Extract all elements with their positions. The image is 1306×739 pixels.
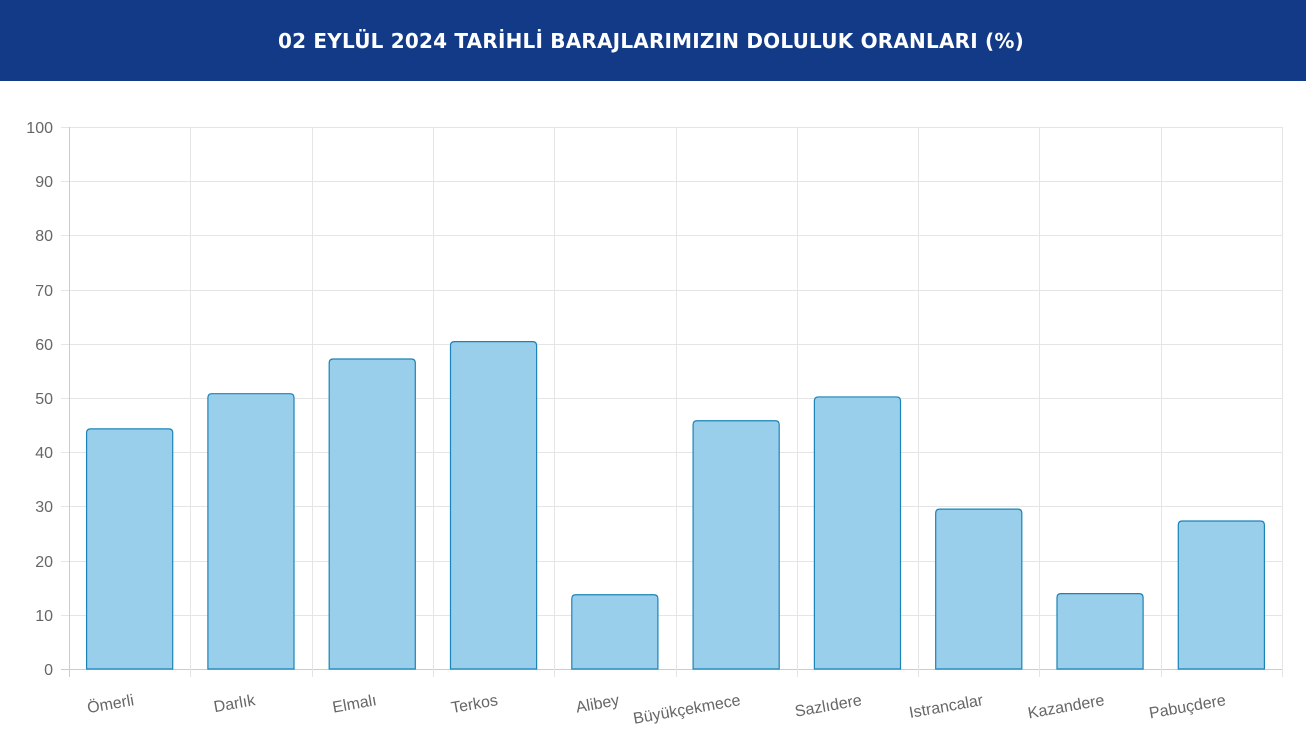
y-tick-label: 40 [35, 445, 53, 462]
y-tick-label: 30 [35, 499, 53, 516]
y-tick-label: 20 [35, 554, 53, 571]
bar [449, 341, 538, 670]
bar [813, 396, 902, 670]
y-tick-label: 60 [35, 337, 53, 354]
page-title: 02 EYLÜL 2024 TARİHLİ BARAJLARIMIZIN DOL… [278, 28, 1024, 53]
y-tick-label: 100 [26, 120, 53, 137]
x-tick-label: Istrancalar [908, 692, 985, 722]
bar [935, 508, 1023, 670]
x-tick-label: Elmalı [331, 692, 378, 716]
x-tick-label: Darlık [213, 692, 258, 716]
bar [571, 594, 659, 670]
x-tick-label: Ömerli [86, 691, 136, 717]
x-tick-label: Alibey [575, 692, 621, 716]
x-tick-label: Sazlıdere [794, 692, 864, 720]
bar [85, 428, 174, 670]
y-tick-label: 90 [35, 174, 53, 191]
y-tick-label: 70 [35, 283, 53, 300]
x-tick-label: Terkos [450, 692, 499, 717]
bar [692, 420, 780, 670]
y-tick-label: 10 [35, 608, 53, 625]
x-tick-label: Büyükçekmece [632, 692, 742, 728]
bar [207, 393, 295, 670]
y-tick-label: 80 [35, 228, 53, 245]
bar [328, 358, 416, 670]
y-tick-label: 50 [35, 391, 53, 408]
x-tick-label: Kazandere [1027, 692, 1106, 722]
bar [1177, 520, 1266, 670]
y-tick-label: 0 [44, 662, 53, 679]
bar-chart: 0 10 20 30 40 50 60 70 80 90 100 Ömerli Darlık Elmalı… [26, 120, 1283, 728]
bar [1056, 593, 1144, 670]
x-tick-label: Pabuçdere [1148, 692, 1227, 722]
header-bar: 02 EYLÜL 2024 TARİHLİ BARAJLARIMIZIN DOL… [0, 0, 1306, 81]
